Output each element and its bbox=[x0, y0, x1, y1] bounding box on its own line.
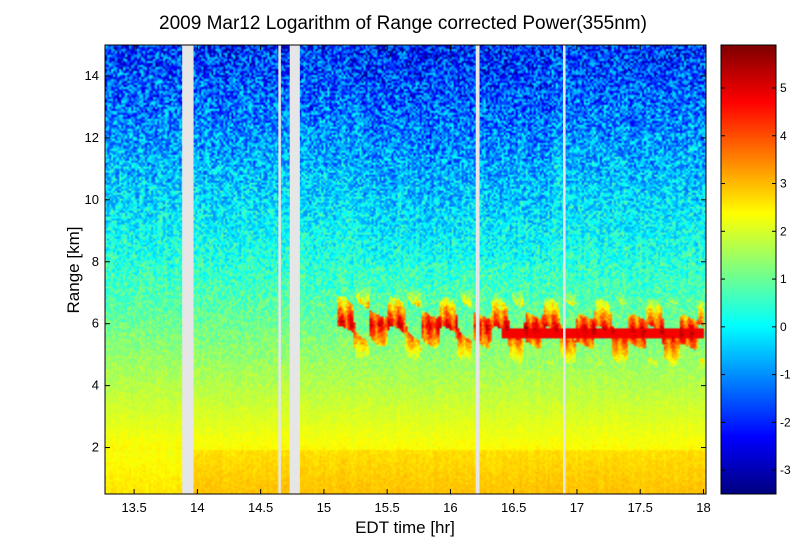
y-tick-label: 4 bbox=[92, 378, 99, 393]
colorbar-tick-label: 4 bbox=[780, 129, 787, 143]
colorbar-frame bbox=[720, 44, 777, 495]
plot-area: 13.5 14 14.5 15 15.5 16 16.5 17 17.5 18 2 4 6 8 10 12 1… bbox=[85, 44, 711, 515]
data-gap-1 bbox=[278, 45, 281, 494]
data-gap-3 bbox=[475, 45, 480, 494]
colorbar-tick-label: -3 bbox=[780, 463, 791, 477]
colorbar-tick-label: 5 bbox=[780, 81, 787, 95]
colorbar-gradient bbox=[721, 45, 776, 494]
colorbar-tick-label: 1 bbox=[780, 272, 787, 286]
data-gap-0 bbox=[182, 45, 194, 494]
data-gap-2 bbox=[289, 45, 300, 494]
x-tick-label: 13.5 bbox=[121, 500, 146, 515]
colorbar-tick-label: 0 bbox=[780, 320, 787, 334]
colorbar-tick-label: 3 bbox=[780, 177, 787, 191]
colorbar-tick-label: 2 bbox=[780, 224, 787, 238]
heatmap-image bbox=[105, 45, 706, 494]
x-tick-label: 16.5 bbox=[501, 500, 526, 515]
data-gap-4 bbox=[563, 45, 566, 494]
y-tick-label: 10 bbox=[85, 192, 99, 207]
x-tick-label: 14 bbox=[190, 500, 204, 515]
colorbar-tick-label: -1 bbox=[780, 368, 791, 382]
x-tick-label: 14.5 bbox=[248, 500, 273, 515]
x-tick-label: 15.5 bbox=[374, 500, 399, 515]
colorbar-tick-label: -2 bbox=[780, 415, 791, 429]
plot-frame bbox=[104, 44, 707, 495]
y-tick-label: 8 bbox=[92, 254, 99, 269]
x-tick-label: 15 bbox=[317, 500, 331, 515]
chart-title: 2009 Mar12 Logarithm of Range corrected … bbox=[159, 13, 647, 34]
y-tick-label: 14 bbox=[85, 68, 99, 83]
y-tick-label: 12 bbox=[85, 130, 99, 145]
y-tick-label: 2 bbox=[92, 440, 99, 455]
x-tick-label: 17.5 bbox=[628, 500, 653, 515]
y-axis-label: Range [km] bbox=[64, 227, 83, 314]
colorbar: 5 4 3 2 1 0 -1 -2 -3 bbox=[720, 44, 791, 495]
y-tick-label: 6 bbox=[92, 316, 99, 331]
x-tick-label: 16 bbox=[443, 500, 457, 515]
x-tick-label: 17 bbox=[570, 500, 584, 515]
x-tick-label: 18 bbox=[696, 500, 710, 515]
x-axis-label: EDT time [hr] bbox=[355, 518, 455, 537]
